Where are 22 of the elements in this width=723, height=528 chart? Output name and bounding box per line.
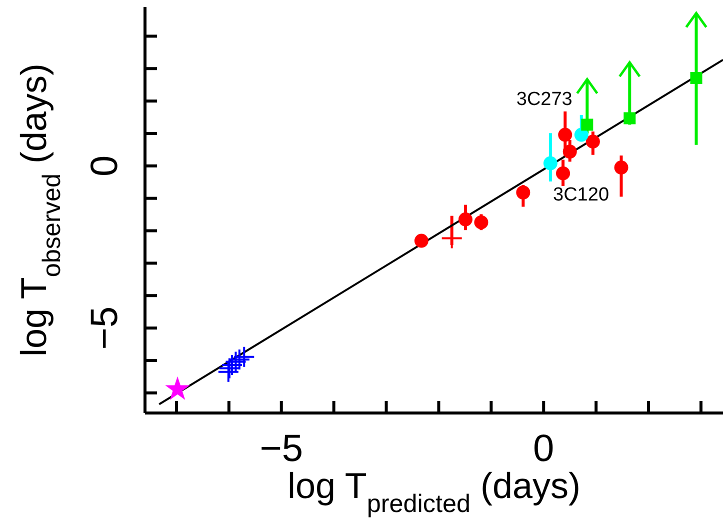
point <box>224 350 247 373</box>
point <box>586 134 600 149</box>
point <box>217 360 240 383</box>
annotation: 3C120 <box>553 184 610 206</box>
point <box>414 234 428 248</box>
point <box>474 215 488 230</box>
point <box>574 128 588 142</box>
annotation: 3C273 <box>516 88 572 110</box>
point <box>543 156 558 170</box>
x-axis-title: log T$_{predicted}$ (days) <box>287 465 581 518</box>
point <box>624 112 636 124</box>
point <box>562 144 577 159</box>
point <box>614 160 628 175</box>
point <box>556 166 570 180</box>
point <box>690 72 702 84</box>
point <box>581 118 594 131</box>
point <box>233 346 256 368</box>
point <box>558 128 572 142</box>
point <box>165 376 190 400</box>
point <box>458 212 472 226</box>
point <box>228 348 250 370</box>
point <box>516 185 530 200</box>
